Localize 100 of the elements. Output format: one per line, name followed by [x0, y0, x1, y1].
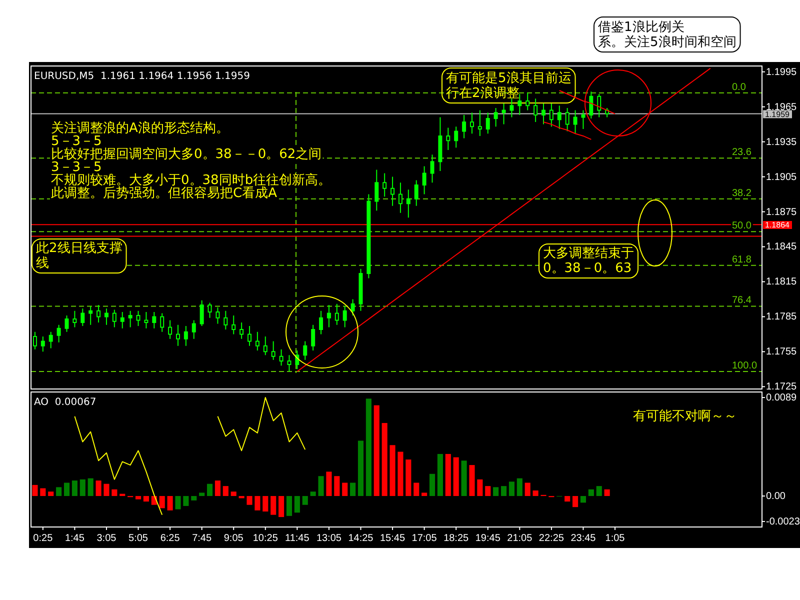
- bar: [159, 496, 165, 508]
- x-tick-label: 9:05: [224, 533, 244, 544]
- annotation: 此调整。后势强劲。但很容易把C看成A: [51, 185, 278, 201]
- candlestick: [326, 304, 331, 328]
- bar: [429, 474, 436, 496]
- bar: [604, 489, 610, 496]
- candlestick: [438, 116, 442, 172]
- y-tick-label: 1.1785: [766, 312, 798, 323]
- x-tick-label: 5:05: [128, 533, 148, 544]
- candlestick: [160, 312, 164, 332]
- candlestick: [518, 93, 522, 116]
- candlestick: [200, 300, 204, 327]
- candlestick: [462, 114, 466, 139]
- annotation: 50.0: [732, 220, 752, 232]
- y-tick-label: -0.0023: [766, 516, 800, 528]
- candlestick: [287, 354, 292, 372]
- y-tick-label: 0.0089: [766, 392, 798, 404]
- candlestick: [390, 176, 395, 206]
- candlestick: [454, 126, 458, 148]
- bar: [414, 482, 420, 496]
- bar: [398, 452, 404, 496]
- bar: [310, 492, 316, 496]
- x-tick-label: 10:25: [252, 533, 278, 544]
- bar: [453, 457, 459, 496]
- candlestick: [303, 340, 308, 360]
- annotation: 61.8: [732, 254, 752, 266]
- bar: [382, 422, 388, 496]
- annotation: 有可能不对啊～～: [633, 409, 737, 424]
- bar: [469, 465, 475, 496]
- bar: [318, 476, 324, 496]
- bar: [254, 496, 260, 510]
- candlestick: [470, 112, 474, 134]
- bar: [270, 496, 276, 515]
- bar: [56, 487, 62, 496]
- bar: [135, 496, 142, 500]
- y-tick-label: 1.1875: [766, 206, 798, 218]
- candlestick: [382, 172, 387, 198]
- candlestick: [358, 268, 363, 312]
- bar: [175, 496, 181, 510]
- bar: [48, 492, 54, 496]
- candlestick: [48, 331, 53, 349]
- candlestick: [271, 340, 276, 360]
- x-tick-label: 6:25: [160, 533, 180, 544]
- text: EURUSD,M5 1.1961 1.1964 1.1956 1.1959: [34, 71, 250, 82]
- candlestick: [526, 92, 530, 111]
- bar: [246, 496, 252, 505]
- bar: [588, 489, 594, 496]
- x-tick-label: 0:25: [33, 533, 54, 544]
- bar: [366, 398, 372, 496]
- annotation: 大多调整结束于0。38－0。63: [543, 246, 634, 276]
- bar: [524, 482, 530, 496]
- line-series: [74, 416, 163, 516]
- annotation: 100.0: [732, 360, 758, 372]
- bar: [112, 489, 118, 496]
- bar: [286, 496, 292, 516]
- bar: [167, 496, 173, 510]
- x-tick-label: 23:45: [570, 533, 596, 544]
- line-series: [217, 397, 306, 452]
- annotation: 0.0: [732, 82, 746, 93]
- candlestick: [120, 312, 124, 329]
- candlestick: [605, 107, 610, 118]
- candlestick: [152, 312, 156, 329]
- line-series: [542, 121, 592, 140]
- candlestick: [112, 309, 116, 328]
- x-tick-label: 19:45: [475, 533, 501, 544]
- candlestick: [232, 315, 236, 335]
- annotation: 76.4: [732, 295, 752, 306]
- candlestick: [216, 306, 220, 324]
- bar: [477, 479, 483, 496]
- bar: [214, 480, 221, 496]
- ref-line-label: 1.1959: [765, 110, 790, 119]
- bar: [358, 440, 364, 496]
- bar: [596, 486, 602, 496]
- bar: [422, 492, 428, 496]
- bar: [445, 454, 451, 496]
- text: 借鉴1浪比例关系。关注5浪时间和空间: [598, 19, 736, 50]
- candlestick: [104, 308, 108, 326]
- x-tick-label: 21:05: [507, 533, 533, 544]
- candlestick: [96, 304, 101, 324]
- bar: [572, 496, 578, 508]
- bar: [500, 486, 507, 496]
- y-tick-label: 1.1845: [766, 242, 798, 253]
- candlestick: [398, 182, 402, 214]
- candlestick: [64, 315, 69, 332]
- candlestick: [573, 110, 578, 134]
- x-tick-label: 17:05: [412, 533, 438, 544]
- bar: [564, 496, 570, 502]
- candlestick: [589, 91, 594, 119]
- candlestick: [80, 308, 85, 327]
- bar: [262, 496, 268, 512]
- bar: [191, 496, 197, 500]
- candlestick: [144, 312, 148, 329]
- bar: [120, 494, 126, 496]
- bar: [143, 496, 149, 502]
- candlestick: [366, 194, 371, 279]
- candlestick: [240, 322, 244, 340]
- bar: [40, 488, 46, 496]
- candlestick: [534, 98, 538, 122]
- bar: [516, 478, 522, 496]
- bar: [485, 486, 491, 496]
